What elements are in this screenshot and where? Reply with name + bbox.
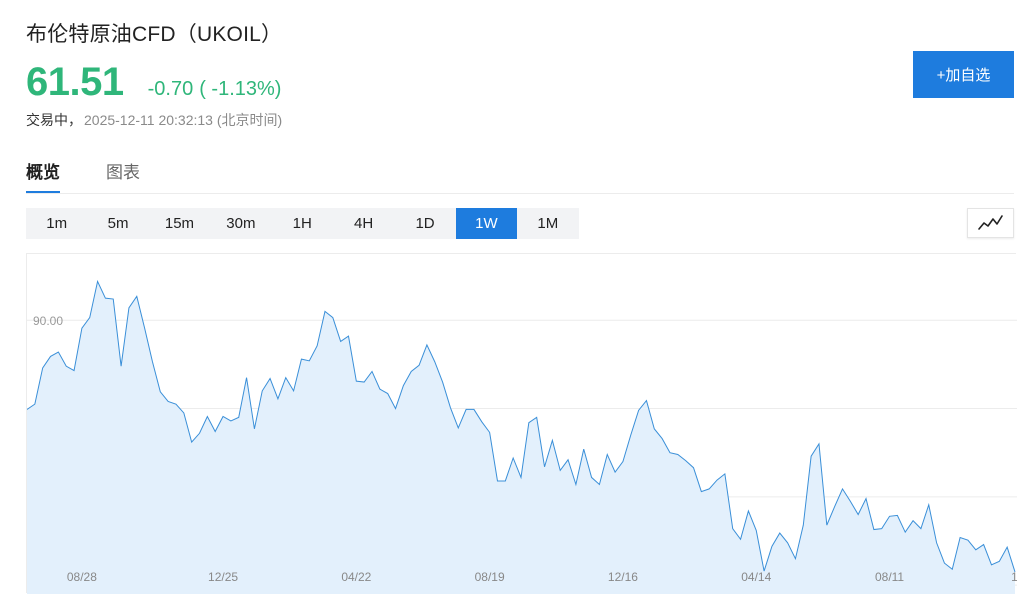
price-line — [26, 279, 1016, 573]
tab-chart[interactable]: 图表 — [106, 163, 140, 182]
quote-header: 布伦特原油CFD（UKOIL） — [26, 18, 282, 48]
period-30m[interactable]: 30m — [226, 215, 256, 232]
quote-timestamp: 2025-12-11 20:32:13 (北京时间) — [84, 112, 283, 128]
price-row: 61.51 -0.70( -1.13%) — [26, 60, 281, 105]
y-tick-label: 90.00 — [33, 314, 63, 328]
x-tick-label: 04/14 — [741, 570, 771, 584]
period-1w[interactable]: 1W — [455, 208, 518, 239]
line-chart-icon — [977, 215, 1003, 230]
x-tick-label: 08/28 — [67, 570, 97, 584]
trading-status: 交易中， 2025-12-11 20:32:13 (北京时间) — [26, 110, 282, 130]
x-tick-label: 12/0 — [1011, 570, 1017, 584]
period-15m[interactable]: 15m — [164, 215, 195, 232]
period-1m[interactable]: 1m — [46, 215, 68, 232]
period-5m[interactable]: 5m — [107, 215, 129, 232]
x-tick-label: 08/11 — [875, 570, 904, 584]
period-1mo[interactable]: 1M — [537, 215, 559, 232]
chart-type-toggle[interactable] — [967, 208, 1014, 238]
price-area — [27, 281, 1015, 594]
period-selector: 1m 5m 15m 30m 1H 4H 1D 1W 1M — [26, 208, 579, 239]
tab-overview[interactable]: 概览 — [26, 158, 60, 194]
period-4h[interactable]: 4H — [354, 215, 374, 232]
instrument-title: 布伦特原油CFD（UKOIL） — [26, 23, 283, 46]
period-1h[interactable]: 1H — [292, 215, 312, 232]
x-tick-label: 08/19 — [475, 570, 505, 584]
price-change: -0.70( -1.13%) — [148, 78, 282, 101]
content-tabs: 概览 图表 — [26, 158, 186, 194]
price-chart-svg: 60.0070.0080.0090.0008/2812/2504/2208/19… — [26, 279, 1024, 594]
change-percent: ( -1.13%) — [199, 78, 282, 100]
add-to-watchlist-button[interactable]: +加自选 — [913, 51, 1014, 98]
price-chart[interactable]: 60.0070.0080.0090.0008/2812/2504/2208/19… — [26, 253, 1024, 594]
x-tick-label: 12/16 — [608, 570, 638, 584]
x-tick-label: 12/25 — [208, 570, 238, 584]
change-value: -0.70 — [147, 78, 194, 100]
status-text: 交易中， — [26, 112, 82, 128]
period-1d[interactable]: 1D — [415, 215, 435, 232]
last-price: 61.51 — [26, 60, 124, 104]
tabs-divider — [26, 193, 1014, 194]
x-tick-label: 04/22 — [341, 570, 371, 584]
